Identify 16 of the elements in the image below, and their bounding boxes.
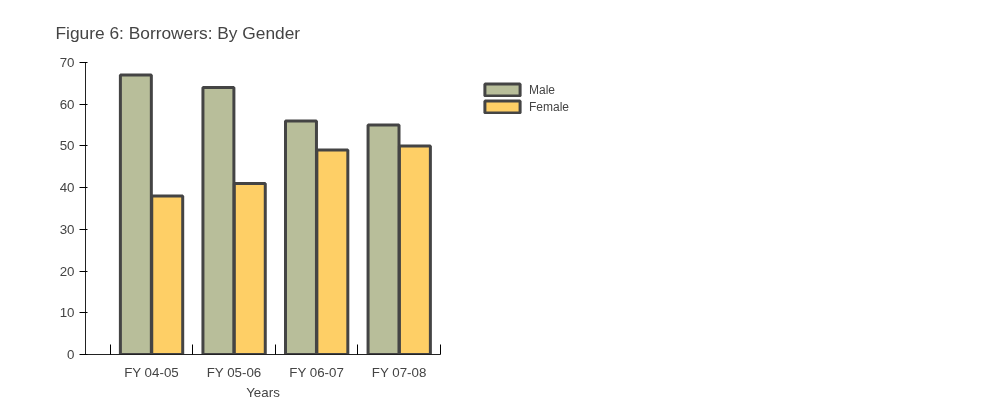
x-axis-title: Years (246, 384, 281, 400)
x-tick-label: FY 06-07 (289, 364, 344, 380)
x-tick-label: FY 05-06 (206, 364, 262, 380)
y-tick-label: 40 (59, 180, 75, 196)
y-tick-label: 20 (59, 263, 75, 279)
chart-title: Figure 6: Borrowers: By Gender (55, 22, 301, 43)
y-tick-label: 0 (67, 347, 75, 362)
y-tick-label: 50 (59, 138, 75, 154)
x-tick-label: FY 04-05 (124, 364, 179, 380)
legend-label: Female (529, 99, 570, 114)
x-tick-label: FY 07-08 (371, 364, 427, 380)
y-tick-label: 10 (59, 305, 75, 321)
legend-label: Male (529, 82, 556, 97)
y-tick-label: 60 (59, 96, 75, 112)
y-tick-label: 70 (59, 55, 75, 70)
y-tick-label: 30 (59, 221, 75, 237)
